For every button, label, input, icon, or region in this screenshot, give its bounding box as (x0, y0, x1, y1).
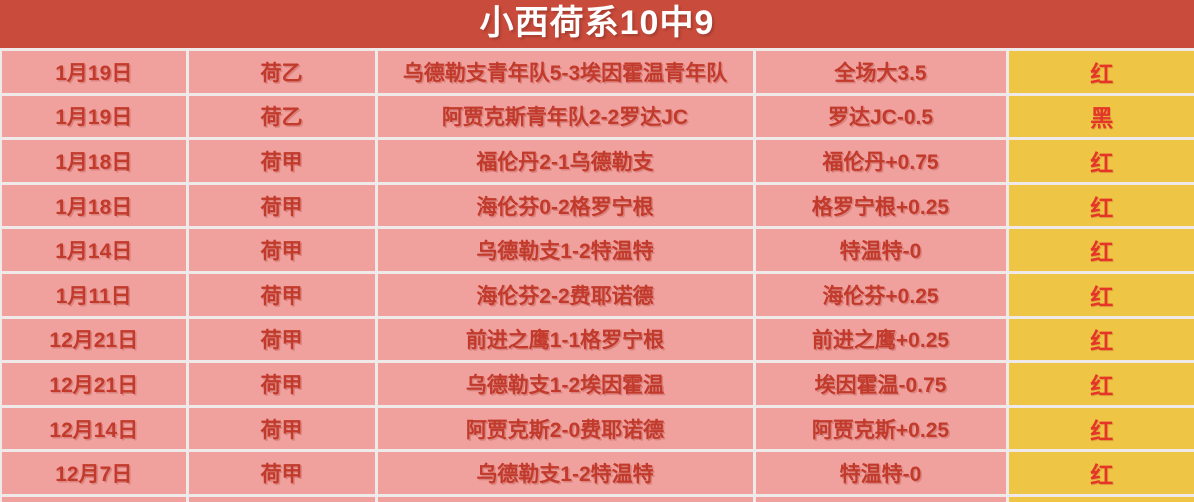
date-cell: 1月18日 (0, 181, 189, 230)
date-cell: 12月21日 (0, 360, 189, 408)
date-cell: 1月19日 (0, 48, 189, 96)
match-cell: 福伦丹2-1乌德勒支 (374, 137, 756, 185)
match-cell (374, 493, 756, 502)
handicap-cell: 特温特-0 (752, 449, 1009, 497)
result-cell (1005, 493, 1194, 502)
table-row: 12月7日 荷甲 乌德勒支1-2特温特 特温特-0 红 (0, 449, 1194, 497)
league-cell (185, 493, 378, 502)
match-cell: 海伦芬0-2格罗宁根 (374, 181, 756, 230)
table-row: 12月14日 荷甲 阿贾克斯2-0费耶诺德 阿贾克斯+0.25 红 (0, 404, 1194, 453)
table-row: 1月18日 荷甲 海伦芬0-2格罗宁根 格罗宁根+0.25 红 (0, 181, 1194, 230)
match-cell: 阿贾克斯2-0费耶诺德 (374, 404, 756, 453)
league-cell: 荷甲 (185, 137, 378, 185)
handicap-cell: 前进之鹰+0.25 (752, 315, 1009, 364)
handicap-cell: 阿贾克斯+0.25 (752, 404, 1009, 453)
league-cell: 荷乙 (185, 48, 378, 96)
result-cell: 红 (1005, 181, 1194, 230)
result-cell: 红 (1005, 315, 1194, 364)
table-row: 1月14日 荷甲 乌德勒支1-2特温特 特温特-0 红 (0, 226, 1194, 274)
handicap-cell: 特温特-0 (752, 226, 1009, 274)
result-cell: 黑 (1005, 92, 1194, 141)
result-cell: 红 (1005, 360, 1194, 408)
date-cell: 1月14日 (0, 226, 189, 274)
league-cell: 荷乙 (185, 92, 378, 141)
table-row: 1月18日 荷甲 福伦丹2-1乌德勒支 福伦丹+0.75 红 (0, 137, 1194, 185)
handicap-cell: 罗达JC-0.5 (752, 92, 1009, 141)
result-cell: 红 (1005, 137, 1194, 185)
match-cell: 乌德勒支1-2埃因霍温 (374, 360, 756, 408)
match-cell: 海伦芬2-2费耶诺德 (374, 270, 756, 319)
match-cell: 阿贾克斯青年队2-2罗达JC (374, 92, 756, 141)
date-cell: 12月21日 (0, 315, 189, 364)
result-cell: 红 (1005, 226, 1194, 274)
handicap-cell: 海伦芬+0.25 (752, 270, 1009, 319)
league-cell: 荷甲 (185, 360, 378, 408)
table-row: 12月21日 荷甲 前进之鹰1-1格罗宁根 前进之鹰+0.25 红 (0, 315, 1194, 364)
page-title: 小西荷系10中9 (0, 0, 1194, 48)
table-row: 1月19日 荷乙 乌德勒支青年队5-3埃因霍温青年队 全场大3.5 红 (0, 48, 1194, 96)
result-cell: 红 (1005, 404, 1194, 453)
date-cell: 12月7日 (0, 449, 189, 497)
match-cell: 乌德勒支1-2特温特 (374, 449, 756, 497)
league-cell: 荷甲 (185, 449, 378, 497)
league-cell: 荷甲 (185, 226, 378, 274)
table-row: 1月11日 荷甲 海伦芬2-2费耶诺德 海伦芬+0.25 红 (0, 270, 1194, 319)
league-cell: 荷甲 (185, 315, 378, 364)
league-cell: 荷甲 (185, 270, 378, 319)
handicap-cell: 福伦丹+0.75 (752, 137, 1009, 185)
table-row (0, 493, 1194, 502)
results-grid: 1月19日 荷乙 乌德勒支青年队5-3埃因霍温青年队 全场大3.5 红 1月19日 荷乙 阿贾… (0, 48, 1194, 502)
date-cell: 1月11日 (0, 270, 189, 319)
handicap-cell: 全场大3.5 (752, 48, 1009, 96)
date-cell: 1月18日 (0, 137, 189, 185)
handicap-cell: 埃因霍温-0.75 (752, 360, 1009, 408)
handicap-cell (752, 493, 1009, 502)
match-cell: 乌德勒支青年队5-3埃因霍温青年队 (374, 48, 756, 96)
date-cell: 1月19日 (0, 92, 189, 141)
league-cell: 荷甲 (185, 404, 378, 453)
date-cell: 12月14日 (0, 404, 189, 453)
table-row: 12月21日 荷甲 乌德勒支1-2埃因霍温 埃因霍温-0.75 红 (0, 360, 1194, 408)
date-cell (0, 493, 189, 502)
result-cell: 红 (1005, 449, 1194, 497)
result-cell: 红 (1005, 48, 1194, 96)
result-cell: 红 (1005, 270, 1194, 319)
table-row: 1月19日 荷乙 阿贾克斯青年队2-2罗达JC 罗达JC-0.5 黑 (0, 92, 1194, 141)
league-cell: 荷甲 (185, 181, 378, 230)
handicap-cell: 格罗宁根+0.25 (752, 181, 1009, 230)
match-cell: 前进之鹰1-1格罗宁根 (374, 315, 756, 364)
match-cell: 乌德勒支1-2特温特 (374, 226, 756, 274)
